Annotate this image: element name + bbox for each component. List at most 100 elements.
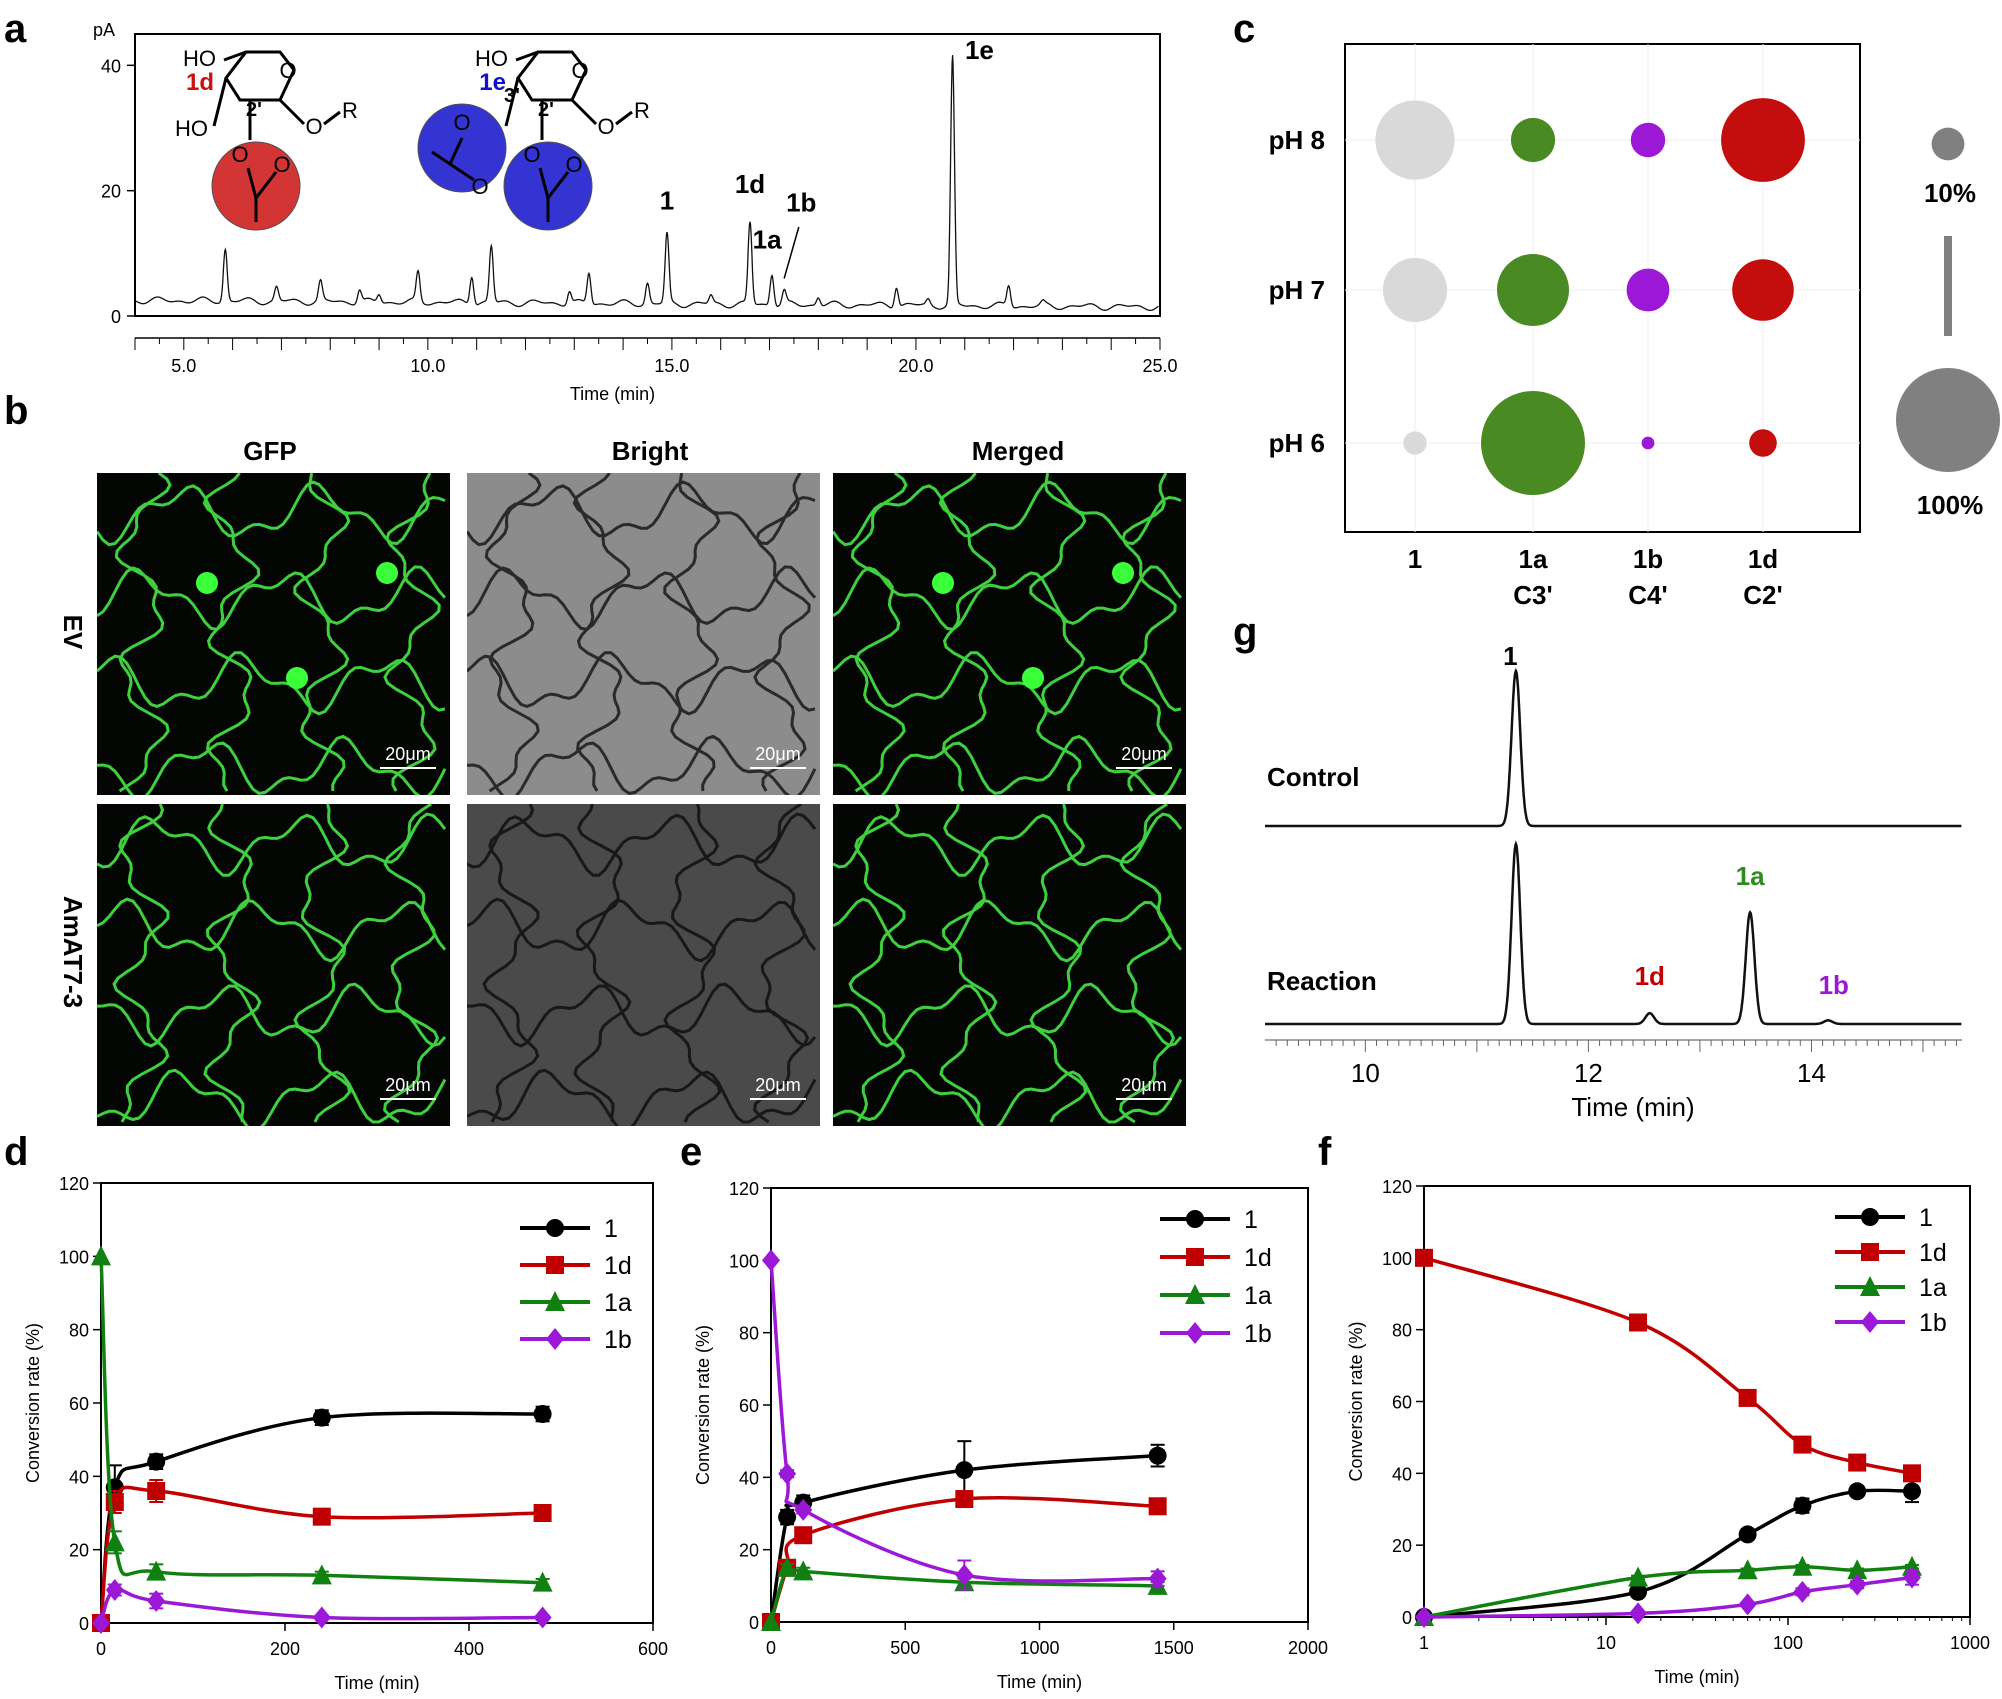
y-tick-label: 40 <box>1392 1464 1412 1484</box>
y-tick-label: 120 <box>1382 1177 1412 1197</box>
peak-label-1a: 1a <box>1736 861 1765 891</box>
data-point-1d <box>147 1482 166 1500</box>
legend-marker <box>546 1328 564 1350</box>
data-point-1a <box>761 1611 781 1631</box>
data-point-1a <box>1737 1559 1758 1580</box>
cell-wall-line <box>938 473 997 792</box>
y-tick-label: 20 <box>101 182 121 202</box>
panel-d-line-chart: 0 20 40 60 80 100 120 0 200 400 600 Time (min) Conve… <box>23 1174 668 1693</box>
x-tick-label: 1000 <box>1019 1638 1059 1658</box>
data-point-1d <box>1848 1453 1867 1472</box>
data-point-1d <box>312 1507 331 1526</box>
data-point-1d <box>1793 1435 1812 1454</box>
bond <box>212 77 228 127</box>
atom-label: O <box>523 142 540 167</box>
position-label: 3' <box>504 85 520 107</box>
data-point-1 <box>1902 1482 1921 1501</box>
micrograph-bright-amat7-3: 20μm <box>467 804 820 1126</box>
cell-wall-line <box>293 804 352 1123</box>
legend-marker <box>1186 1248 1204 1266</box>
x-tick-label: 2000 <box>1288 1638 1328 1658</box>
panel-label-b: b <box>4 389 28 433</box>
panel-b-labels: GFP Bright Merged EV AmAT7-3 <box>58 436 1064 1008</box>
legend-marker <box>1186 1322 1204 1344</box>
x-tick-label: 1 <box>1419 1633 1429 1653</box>
data-point-1a <box>146 1560 167 1581</box>
row-label-1: AmAT7-3 <box>58 896 88 1008</box>
column-label: 1a <box>1519 544 1548 574</box>
y-tick-label: 20 <box>1392 1536 1412 1556</box>
cell-outline-drawing <box>833 804 1183 1126</box>
legend-entry-1a: 1a <box>1160 1282 1272 1310</box>
acetyl-bonds <box>538 167 570 222</box>
legend-marker <box>546 1219 564 1237</box>
cell-wall-line <box>203 804 262 1123</box>
data-point-1 <box>778 1508 797 1527</box>
column-sublabel: C2' <box>1743 580 1782 610</box>
data-point-1b <box>105 1579 124 1601</box>
scale-bar-label: 20μm <box>1121 1075 1167 1095</box>
data-point-1d <box>1738 1388 1757 1407</box>
chromatogram-trace <box>135 55 1159 312</box>
cell-wall-line <box>663 804 722 1123</box>
panel-label-d: d <box>4 1130 28 1174</box>
series-line-1 <box>769 1453 1158 1623</box>
y-tick-label: 80 <box>1392 1321 1412 1341</box>
row-label: pH 7 <box>1269 275 1325 305</box>
peak-label-1: 1 <box>660 185 674 215</box>
x-axis-title: Time (min) <box>1571 1092 1694 1122</box>
x-tick-label: 500 <box>890 1638 920 1658</box>
atom-label: O <box>471 174 488 199</box>
micrograph-gfp-ev: 20μm <box>97 473 450 795</box>
series-1d <box>1415 1248 1921 1483</box>
y-tick-label: 20 <box>739 1541 759 1561</box>
peak-label-1e: 1e <box>965 35 994 65</box>
x-tick-label: 1000 <box>1950 1633 1990 1653</box>
panel-label-e: e <box>680 1130 702 1174</box>
cell-wall-line <box>293 473 351 792</box>
micrograph-merged-ev: 20μm <box>833 473 1186 795</box>
legend-label: 1 <box>604 1215 618 1243</box>
atom-label: R <box>342 98 358 123</box>
bubble-pH-6-1 <box>1403 431 1427 455</box>
legend-label-large: 100% <box>1917 490 1984 520</box>
x-axis-title: Time (min) <box>997 1672 1082 1692</box>
cell-wall-line <box>467 897 817 963</box>
cell-wall-line <box>383 804 440 1124</box>
atom-label: HO <box>183 46 216 71</box>
cell-wall-line <box>202 473 261 792</box>
bubble-pH-8-1b <box>1630 122 1666 158</box>
y-axis-title: Conversion rate (%) <box>23 1323 43 1483</box>
legend-entry-1b: 1b <box>1160 1320 1272 1348</box>
x-tick-label: 25.0 <box>1142 356 1177 376</box>
y-tick-label: 120 <box>729 1179 759 1199</box>
data-point-1 <box>1148 1446 1167 1465</box>
cell-wall-line <box>383 473 441 792</box>
legend-marker <box>546 1256 564 1274</box>
data-point-1d <box>794 1526 813 1545</box>
legend-bubble-large <box>1896 368 2000 472</box>
y-tick-label: 20 <box>69 1541 89 1561</box>
plot-frame <box>1344 43 1861 533</box>
data-point-1b <box>955 1563 974 1586</box>
nucleus <box>1022 667 1044 689</box>
column-label: 1d <box>1748 544 1778 574</box>
y-axis-title: Conversion rate (%) <box>693 1325 713 1485</box>
column-label: 1b <box>1633 544 1663 574</box>
cell-wall-line <box>467 480 816 547</box>
atom-label: O <box>453 110 470 135</box>
row-label: pH 8 <box>1269 125 1325 155</box>
bubble-pH-8-1 <box>1375 100 1455 180</box>
data-point-1b <box>1629 1602 1648 1625</box>
peak-leader-line <box>783 226 800 279</box>
acetyl-highlight <box>503 141 593 231</box>
data-point-1b <box>1148 1567 1167 1590</box>
data-point-1b <box>92 1612 110 1634</box>
panel-a-chromatogram: 0 20 40 pA 5.0 10.0 15.0 20.0 25.0 Time (min) 1 1d 1… <box>93 20 1178 404</box>
scale-bar-label: 20μm <box>755 1075 801 1095</box>
data-point-1d <box>533 1504 552 1522</box>
y-tick-label: 40 <box>69 1467 89 1487</box>
atom-label: O <box>231 142 248 167</box>
bond <box>223 50 247 62</box>
